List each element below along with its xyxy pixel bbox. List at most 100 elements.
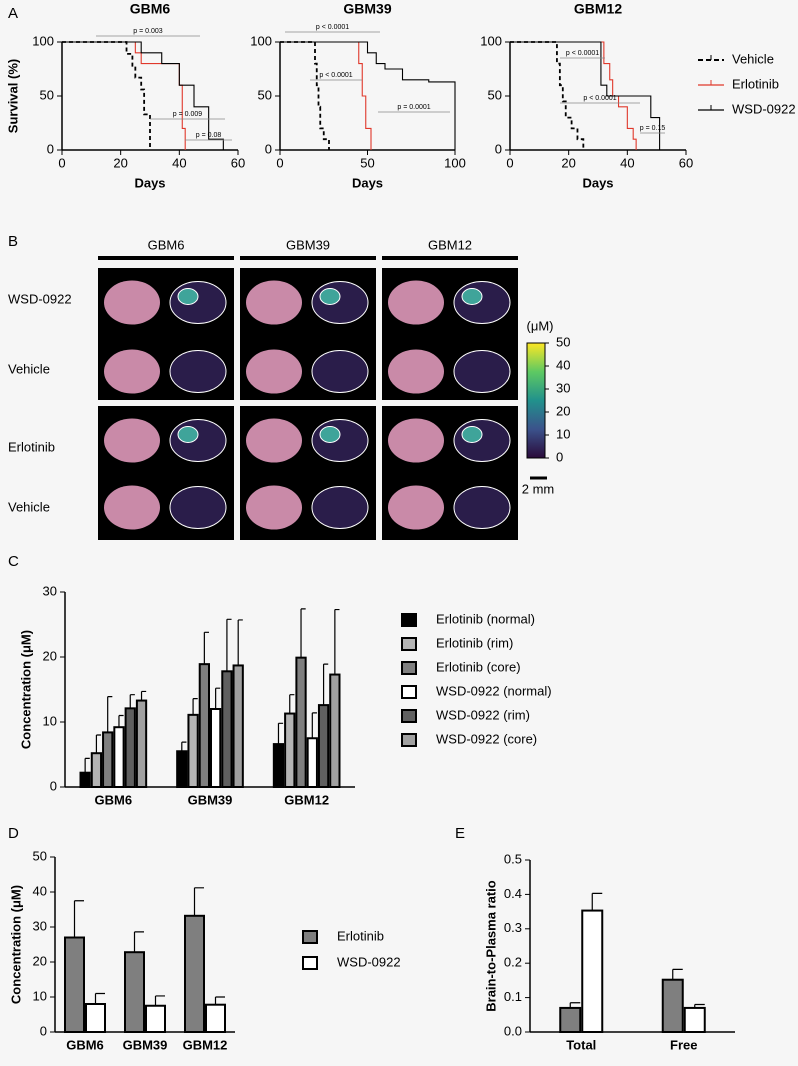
x-tick-label: GBM6 xyxy=(95,792,133,807)
row-label: Vehicle xyxy=(8,361,50,376)
bar xyxy=(295,656,307,789)
legend-swatch xyxy=(302,956,318,970)
error-bar xyxy=(94,992,105,1004)
error-bar xyxy=(322,663,329,706)
bar xyxy=(64,936,85,1033)
y-tick-label: 0 xyxy=(265,141,272,156)
y-tick-label: 50 xyxy=(488,87,502,102)
legend-label: Erlotinib (core) xyxy=(436,659,521,674)
colorbar-tick-label: 50 xyxy=(556,334,570,349)
y-tick-label: 0.2 xyxy=(504,955,522,970)
he-image xyxy=(104,485,160,530)
bar xyxy=(90,752,103,789)
x-tick-label: GBM6 xyxy=(66,1037,104,1052)
x-tick-label: 40 xyxy=(620,155,634,170)
bar xyxy=(85,1003,106,1033)
x-axis-label: Days xyxy=(352,175,383,190)
msi-image xyxy=(453,486,511,529)
legend-swatch xyxy=(302,930,318,944)
bar xyxy=(176,750,188,788)
y-axis-label: Concentration (μM) xyxy=(18,630,33,749)
x-tick-label: 20 xyxy=(561,155,575,170)
column-bar xyxy=(382,256,518,260)
bar xyxy=(221,670,233,788)
y-tick-label: 20 xyxy=(33,953,47,968)
he-image xyxy=(388,418,444,463)
x-tick-label: 0 xyxy=(506,155,513,170)
panel-label: E xyxy=(455,825,465,842)
legend-label: Erlotinib (normal) xyxy=(436,611,535,626)
column-bar xyxy=(240,256,376,260)
error-bar xyxy=(672,968,683,980)
colorbar-tick-label: 40 xyxy=(556,357,570,372)
y-tick-label: 30 xyxy=(43,583,57,598)
bar xyxy=(79,771,91,789)
y-tick-label: 20 xyxy=(43,648,57,663)
error-bar xyxy=(311,712,317,739)
y-tick-label: 0 xyxy=(47,141,54,156)
p-value: p < 0.0001 xyxy=(583,95,616,102)
survival-curve xyxy=(280,41,372,150)
tumor-region xyxy=(319,426,341,443)
bar xyxy=(683,1006,706,1033)
y-tick-label: 30 xyxy=(33,918,47,933)
msi-image xyxy=(169,350,227,393)
y-axis-label: Survival (%) xyxy=(5,59,20,133)
p-value: p = 0.0001 xyxy=(397,104,430,111)
bar xyxy=(145,1004,166,1033)
y-tick-label: 100 xyxy=(250,33,272,48)
x-tick-label: 0 xyxy=(58,155,65,170)
y-tick-label: 0.3 xyxy=(504,920,522,935)
legend-swatch xyxy=(401,661,417,675)
bar xyxy=(205,1003,226,1034)
legend-label: WSD-0922 xyxy=(337,954,401,969)
y-tick-label: 100 xyxy=(480,33,502,48)
y-tick-label: 0 xyxy=(50,778,57,793)
y-tick-label: 0.5 xyxy=(504,851,522,866)
error-bar xyxy=(118,714,124,728)
survival-curve xyxy=(280,41,330,150)
y-tick-label: 100 xyxy=(32,33,54,48)
legend-swatch xyxy=(401,685,417,699)
error-bar xyxy=(95,734,102,754)
he-image xyxy=(104,418,160,463)
bar xyxy=(113,726,125,789)
chart-title: GBM6 xyxy=(130,1,171,17)
x-tick-label: 60 xyxy=(679,155,693,170)
legend-label: Erlotinib xyxy=(732,76,779,91)
survival-curve xyxy=(62,41,224,150)
bar xyxy=(124,951,145,1034)
column-bar xyxy=(98,256,234,260)
row-label: Erlotinib xyxy=(8,439,55,454)
error-bar xyxy=(591,892,603,911)
bar xyxy=(135,699,148,788)
survival-curve xyxy=(510,41,661,150)
scale-bar-label: 2 mm xyxy=(522,481,555,496)
legend-label: WSD-0922 (rim) xyxy=(436,707,530,722)
y-axis-label: Concentration (μM) xyxy=(8,885,23,1004)
y-tick-label: 0.1 xyxy=(504,989,522,1004)
chart-title: GBM12 xyxy=(574,1,622,17)
bar xyxy=(661,978,684,1033)
x-axis-label: Days xyxy=(134,175,165,190)
bar xyxy=(187,713,199,788)
he-image xyxy=(246,280,302,325)
msi-image xyxy=(453,419,511,462)
error-bar xyxy=(84,757,90,773)
panel-label: A xyxy=(8,5,18,22)
bar xyxy=(102,731,114,789)
x-tick-label: 60 xyxy=(231,155,245,170)
msi-image xyxy=(169,486,227,529)
error-bar xyxy=(289,694,295,714)
survival-curve xyxy=(62,41,186,150)
error-bar xyxy=(181,741,187,752)
error-bar xyxy=(300,608,306,658)
legend-swatch xyxy=(401,613,417,627)
survival-curve xyxy=(280,41,456,150)
x-axis-label: Days xyxy=(582,175,613,190)
bar xyxy=(306,737,318,788)
y-tick-label: 0.0 xyxy=(504,1023,522,1038)
p-value: p = 0.08 xyxy=(196,132,222,139)
bar xyxy=(184,914,205,1033)
x-tick-label: 100 xyxy=(444,155,466,170)
